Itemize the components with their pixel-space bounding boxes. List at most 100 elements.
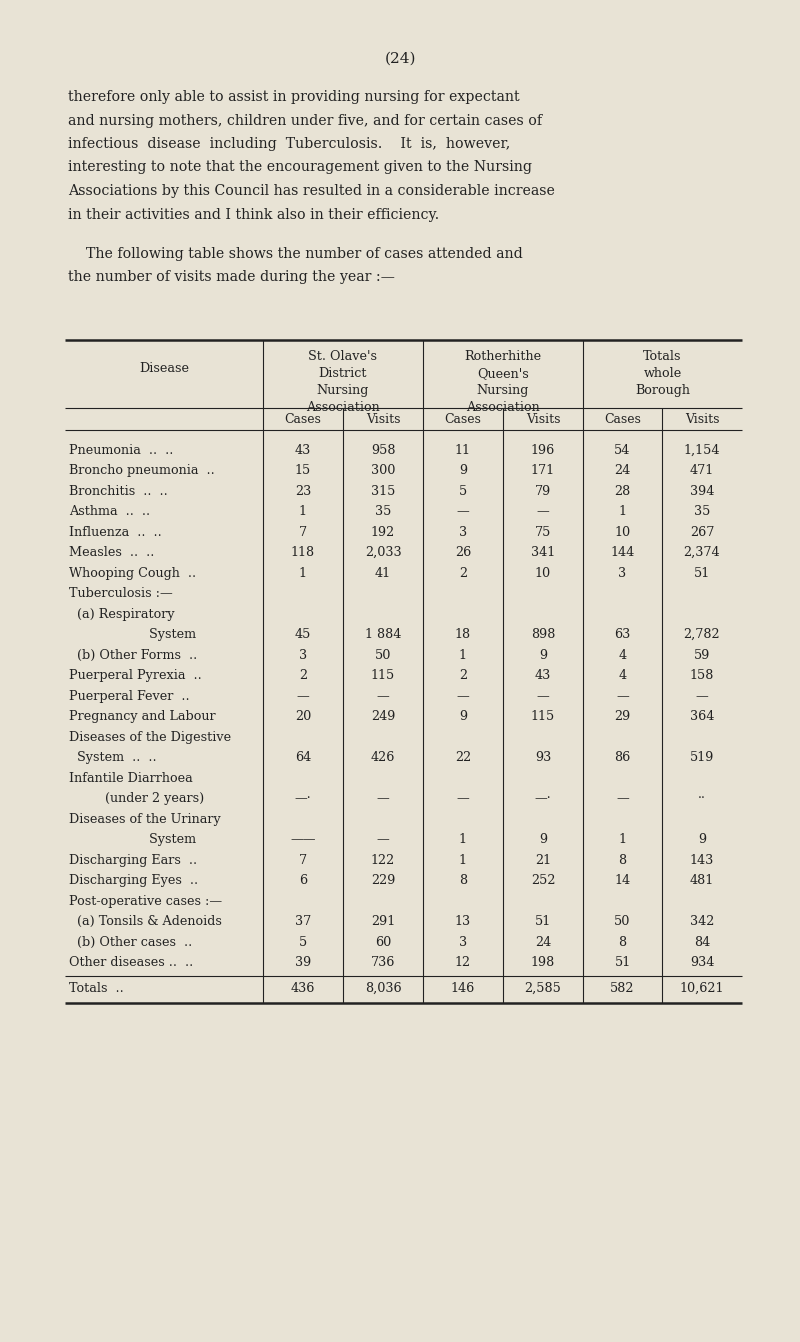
Text: Cases: Cases (604, 413, 641, 425)
Text: 45: 45 (295, 628, 311, 641)
Text: (under 2 years): (under 2 years) (69, 792, 204, 805)
Text: 9: 9 (698, 833, 706, 847)
Text: 1: 1 (618, 833, 626, 847)
Text: 1: 1 (299, 505, 307, 518)
Text: 146: 146 (451, 982, 475, 994)
Text: 35: 35 (694, 505, 710, 518)
Text: 426: 426 (371, 752, 395, 764)
Text: 9: 9 (459, 710, 467, 723)
Text: 64: 64 (295, 752, 311, 764)
Text: —: — (537, 505, 550, 518)
Text: 582: 582 (610, 982, 634, 994)
Text: Puerperal Pyrexia  ..: Puerperal Pyrexia .. (69, 670, 202, 682)
Text: 2: 2 (459, 670, 467, 682)
Text: 1,154: 1,154 (684, 444, 720, 456)
Text: 958: 958 (370, 444, 395, 456)
Text: 2,374: 2,374 (684, 546, 720, 560)
Text: 20: 20 (295, 710, 311, 723)
Text: 8: 8 (618, 935, 626, 949)
Text: Tuberculosis :—: Tuberculosis :— (69, 588, 173, 600)
Text: 315: 315 (371, 484, 395, 498)
Text: 39: 39 (295, 957, 311, 969)
Text: in their activities and I think also in their efficiency.: in their activities and I think also in … (68, 208, 439, 221)
Text: Broncho pneumonia  ..: Broncho pneumonia .. (69, 464, 214, 478)
Text: 267: 267 (690, 526, 714, 538)
Text: 51: 51 (535, 915, 551, 929)
Text: ——: —— (290, 833, 316, 847)
Text: Cases: Cases (445, 413, 482, 425)
Text: 934: 934 (690, 957, 714, 969)
Text: 249: 249 (371, 710, 395, 723)
Text: 7: 7 (299, 854, 307, 867)
Text: ··: ·· (698, 792, 706, 805)
Text: 1 884: 1 884 (365, 628, 401, 641)
Text: 24: 24 (614, 464, 630, 478)
Text: —·: —· (294, 792, 311, 805)
Text: 8: 8 (459, 874, 467, 887)
Text: 15: 15 (295, 464, 311, 478)
Text: 22: 22 (455, 752, 471, 764)
Text: 1: 1 (299, 566, 307, 580)
Text: 84: 84 (694, 935, 710, 949)
Text: 3: 3 (299, 648, 307, 662)
Text: 115: 115 (371, 670, 395, 682)
Text: 3: 3 (618, 566, 626, 580)
Text: (a) Tonsils & Adenoids: (a) Tonsils & Adenoids (69, 915, 222, 929)
Text: 118: 118 (291, 546, 315, 560)
Text: 342: 342 (690, 915, 714, 929)
Text: 196: 196 (531, 444, 555, 456)
Text: 93: 93 (535, 752, 551, 764)
Text: 471: 471 (690, 464, 714, 478)
Text: 158: 158 (690, 670, 714, 682)
Text: Infantile Diarrhoea: Infantile Diarrhoea (69, 772, 193, 785)
Text: —: — (377, 833, 390, 847)
Text: 8,036: 8,036 (365, 982, 402, 994)
Text: St. Olave's
District
Nursing
Association: St. Olave's District Nursing Association (306, 350, 380, 413)
Text: 79: 79 (535, 484, 551, 498)
Text: Visits: Visits (685, 413, 719, 425)
Text: Discharging Eyes  ..: Discharging Eyes .. (69, 874, 198, 887)
Text: interesting to note that the encouragement given to the Nursing: interesting to note that the encourageme… (68, 161, 532, 174)
Text: System  ..  ..: System .. .. (69, 752, 157, 764)
Text: 10,621: 10,621 (680, 982, 724, 994)
Text: 192: 192 (371, 526, 395, 538)
Text: Discharging Ears  ..: Discharging Ears .. (69, 854, 197, 867)
Text: 229: 229 (371, 874, 395, 887)
Text: —: — (616, 792, 629, 805)
Text: 50: 50 (375, 648, 391, 662)
Text: 35: 35 (375, 505, 391, 518)
Text: —·: —· (534, 792, 551, 805)
Text: 3: 3 (459, 935, 467, 949)
Text: Other diseases ..  ..: Other diseases .. .. (69, 957, 194, 969)
Text: Cases: Cases (285, 413, 322, 425)
Text: Pregnancy and Labour: Pregnancy and Labour (69, 710, 216, 723)
Text: Post-operative cases :—: Post-operative cases :— (69, 895, 222, 907)
Text: Influenza  ..  ..: Influenza .. .. (69, 526, 162, 538)
Text: 9: 9 (459, 464, 467, 478)
Text: 37: 37 (295, 915, 311, 929)
Text: the number of visits made during the year :—: the number of visits made during the yea… (68, 271, 395, 285)
Text: (b) Other Forms  ..: (b) Other Forms .. (69, 648, 198, 662)
Text: 41: 41 (375, 566, 391, 580)
Text: 24: 24 (535, 935, 551, 949)
Text: 26: 26 (455, 546, 471, 560)
Text: 10: 10 (614, 526, 630, 538)
Text: The following table shows the number of cases attended and: The following table shows the number of … (68, 247, 522, 260)
Text: —: — (457, 690, 470, 703)
Text: 4: 4 (618, 648, 626, 662)
Text: 13: 13 (455, 915, 471, 929)
Text: Diseases of the Digestive: Diseases of the Digestive (69, 731, 231, 743)
Text: 291: 291 (371, 915, 395, 929)
Text: 2,585: 2,585 (525, 982, 562, 994)
Text: 75: 75 (535, 526, 551, 538)
Text: Bronchitis  ..  ..: Bronchitis .. .. (69, 484, 168, 498)
Text: 5: 5 (299, 935, 307, 949)
Text: Totals  ..: Totals .. (69, 982, 124, 994)
Text: 2: 2 (459, 566, 467, 580)
Text: 63: 63 (614, 628, 630, 641)
Text: 23: 23 (295, 484, 311, 498)
Text: 252: 252 (530, 874, 555, 887)
Text: 171: 171 (531, 464, 555, 478)
Text: 898: 898 (531, 628, 555, 641)
Text: 436: 436 (291, 982, 315, 994)
